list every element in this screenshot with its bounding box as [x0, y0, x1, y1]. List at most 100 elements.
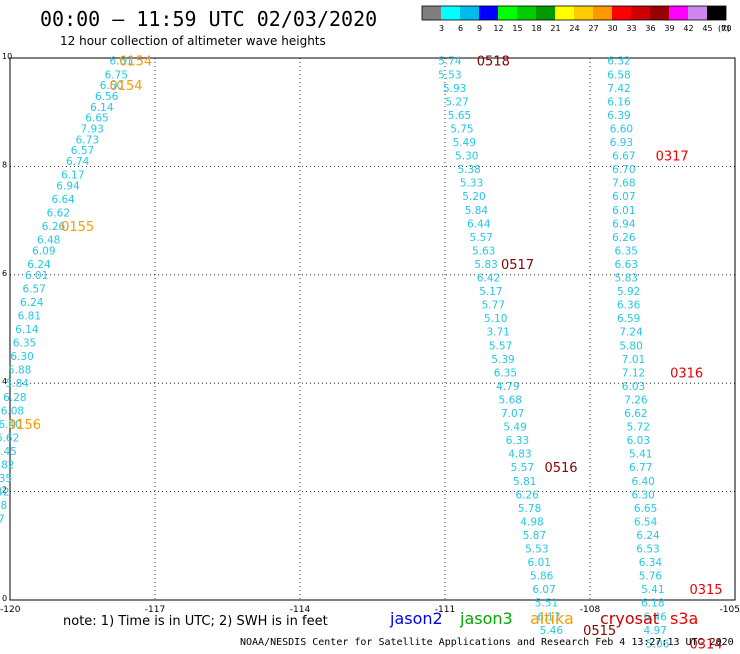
- wave-height-value: 6.65: [634, 503, 657, 515]
- wave-height-value: 6.82: [0, 460, 14, 472]
- wave-height-value: 6.01: [25, 270, 48, 282]
- pass-time-label: 0154: [109, 79, 142, 94]
- wave-height-value: 5.88: [8, 365, 31, 377]
- colorbar-swatch: [574, 6, 593, 20]
- wave-height-value: 5.84: [6, 378, 30, 390]
- wave-height-value: 6.35: [13, 338, 36, 350]
- wave-height-value: 7.68: [612, 178, 635, 190]
- wave-height-value: 6.57: [71, 145, 94, 157]
- wave-height-value: 6.07: [612, 191, 635, 203]
- wave-height-value: 5.06: [646, 638, 670, 650]
- wave-height-value: 5.75: [450, 123, 473, 135]
- wave-height-value: 5.49: [503, 422, 526, 434]
- colorbar-swatch: [669, 6, 688, 20]
- colorbar-label: 30: [607, 24, 617, 33]
- colorbar-label: 27: [588, 24, 598, 33]
- y-tick-label: 0: [2, 594, 7, 603]
- colorbar-swatch: [688, 6, 707, 20]
- time-labels: 0154 0154 0155 0156 0518 0517 0516 0515 0317 0316…: [8, 55, 723, 653]
- pass-time-label: 0518: [477, 55, 510, 70]
- colorbar-label: 39: [664, 24, 674, 33]
- wave-height-value: 5.87: [523, 530, 546, 542]
- wave-height-value: 6.33: [506, 435, 529, 447]
- colorbar-label: 9: [477, 24, 482, 33]
- colorbar-swatch: [479, 6, 498, 20]
- legend-cryosat: cryosat: [600, 609, 659, 628]
- wave-height-value: 5.49: [453, 137, 476, 149]
- colorbar-swatch: [460, 6, 479, 20]
- colorbar-label: 21: [550, 24, 560, 33]
- data-marks: 6.616.756.506.566.146.657.936.736.576.74…: [0, 56, 670, 651]
- wave-height-value: 5.93: [443, 83, 466, 95]
- wave-height-value: 5.74: [438, 56, 462, 68]
- wave-height-value: 6.35: [494, 367, 517, 379]
- satellite-legend: jason2 jason3 altika cryosat s3a: [389, 609, 698, 628]
- wave-height-value: 6.63: [615, 259, 638, 271]
- x-tick-label: -117: [145, 605, 165, 615]
- chart-title: 00:00 – 11:59 UTC 02/03/2020: [40, 7, 377, 31]
- wave-height-value: 6.93: [610, 137, 633, 149]
- wave-height-value: 6.57: [22, 283, 45, 295]
- wave-height-value: 6.34: [639, 557, 663, 569]
- wave-height-value: 7.24: [619, 327, 643, 339]
- wave-height-value: 6.64: [51, 194, 75, 206]
- wave-height-value: 7.42: [607, 83, 630, 95]
- colorbar-swatch: [498, 6, 517, 20]
- colorbar-swatch: [536, 6, 555, 20]
- wave-height-value: 6.40: [0, 419, 22, 431]
- pass-time-label: 0516: [544, 461, 577, 476]
- wave-height-value: 6.59: [617, 313, 640, 325]
- colorbar-label: 15: [512, 24, 522, 33]
- wave-height-value: 6.75: [105, 69, 128, 81]
- wave-height-value: 6.54: [634, 516, 658, 528]
- legend-jason3: jason3: [459, 609, 513, 628]
- colorbar-swatch: [555, 6, 574, 20]
- wave-height-value: 6.03: [627, 435, 650, 447]
- colorbar-label: 33: [626, 24, 636, 33]
- wave-height-value: 6.62: [47, 207, 70, 219]
- wave-height-value: 6.01: [528, 557, 551, 569]
- wave-height-value: 6.45: [0, 446, 17, 458]
- wave-height-value: 5.57: [489, 340, 512, 352]
- x-tick-label: -120: [0, 605, 21, 615]
- colorbar-label: 45: [702, 24, 712, 33]
- colorbar-unit: (ft): [718, 24, 730, 33]
- wave-height-value: 6.50: [100, 80, 123, 92]
- wave-height-value: 6.17: [537, 611, 560, 623]
- pass-time-label: 0315: [689, 583, 722, 598]
- legend-jason2: jason2: [389, 609, 443, 628]
- wave-height-value: 6.48: [37, 235, 60, 247]
- wave-height-value: 6.14: [15, 324, 39, 336]
- wave-height-value: 5.41: [629, 449, 652, 461]
- wave-height-value: 5.83: [615, 273, 638, 285]
- pass-time-label: 0316: [670, 366, 703, 381]
- wave-height-value: 6.08: [1, 405, 24, 417]
- wave-height-value: 6.67: [612, 151, 635, 163]
- footer-credit: NOAA/NESDIS Center for Satellite Applica…: [240, 637, 734, 648]
- wave-height-value: 6.62: [624, 408, 647, 420]
- colorbar-swatch: [631, 6, 650, 20]
- wave-height-value: 5.57: [470, 232, 493, 244]
- wave-height-value: 6.37: [0, 514, 5, 526]
- wave-height-value: 5.57: [511, 462, 534, 474]
- pass-time-label: 0314: [689, 637, 722, 650]
- wave-height-value: 6.16: [607, 96, 631, 108]
- wave-height-value: 6.61: [109, 56, 132, 68]
- axis-labels: -120 -117 -114 -111 -108 -105 0 2 4 6 8 10: [0, 52, 740, 615]
- x-tick-label: -108: [580, 605, 601, 615]
- wave-height-value: 6.26: [42, 221, 66, 233]
- wave-height-value: 5.38: [457, 164, 480, 176]
- wave-height-value: 6.39: [607, 110, 630, 122]
- colorbar-swatch: [593, 6, 612, 20]
- wave-height-value: 6.24: [20, 297, 44, 309]
- wave-height-value: 5.68: [499, 394, 522, 406]
- colorbar-label: 18: [531, 24, 541, 33]
- wave-height-value: 7.93: [80, 123, 103, 135]
- wave-height-value: 6.30: [631, 489, 654, 501]
- wave-height-value: 6.36: [617, 300, 641, 312]
- wave-height-value: 6.26: [515, 489, 539, 501]
- wave-height-value: 5.92: [617, 286, 640, 298]
- wave-height-value: 5.83: [474, 259, 497, 271]
- wave-height-value: 6.74: [66, 156, 90, 168]
